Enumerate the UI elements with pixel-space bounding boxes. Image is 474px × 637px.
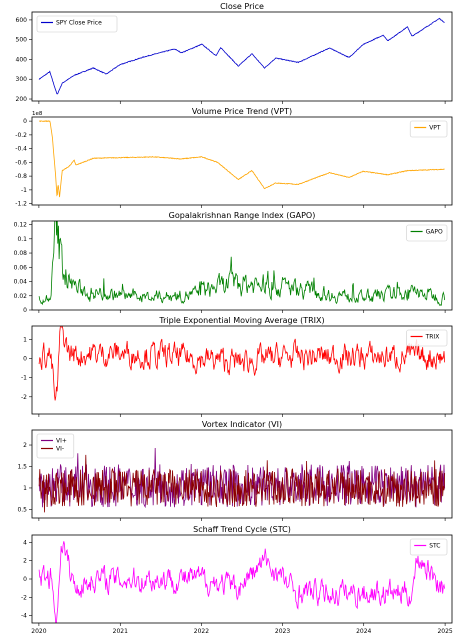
legend: GAPO	[406, 224, 448, 242]
y-tick-label: -1	[21, 375, 27, 382]
legend-label: VPT	[429, 125, 441, 132]
y-tick-label: 500	[16, 37, 28, 44]
y-tick-label: 0	[23, 576, 27, 583]
series-line-vpt	[38, 120, 445, 198]
y-tick-label: 1	[23, 485, 27, 492]
panel-5: Vortex Indicator (VI) 0.5 1 1.5 2 VI+VI-	[17, 420, 453, 521]
legend: VI+VI-	[36, 433, 75, 459]
panel-title: Triple Exponential Moving Average (TRIX)	[158, 316, 324, 325]
panel-6: Schaff Trend Cycle (STC) 4 2 0 -2 -4 2020 2021 2…	[21, 525, 453, 635]
legend-label: TRIX	[425, 334, 440, 341]
series-line-trix	[38, 326, 446, 401]
panel-1: Close Price 200 300 400 500 600 SPY Close Pric…	[16, 2, 453, 104]
panel-title: Schaff Trend Cycle (STC)	[193, 525, 291, 534]
panel-title: Vortex Indicator (VI)	[202, 420, 282, 429]
y-tick-label: 0.5	[17, 506, 27, 513]
legend: SPY Close Price	[36, 15, 118, 33]
y-tick-label: 0	[23, 307, 27, 314]
y-tick-label: 300	[16, 76, 28, 83]
y-tick-label: 0.06	[14, 264, 28, 271]
panel-4: Triple Exponential Moving Average (TRIX)…	[21, 316, 453, 417]
y-tick-label: 0.02	[14, 293, 28, 300]
y-tick-label: 0.04	[14, 279, 28, 286]
series-line-vi-	[38, 448, 446, 509]
axes-frame	[31, 116, 453, 206]
y-tick-label: 200	[16, 96, 28, 103]
legend-label: STC	[429, 543, 440, 550]
y-tick-label: 400	[16, 56, 28, 63]
panel-title: Gopalakrishnan Range Index (GAPO)	[169, 211, 316, 220]
panel-title: Volume Price Trend (VPT)	[192, 107, 292, 116]
y-tick-label: -1	[21, 187, 27, 194]
panel-title: Close Price	[220, 2, 264, 11]
legend-box	[409, 120, 448, 138]
series-line-vi-	[38, 454, 446, 513]
y-tick-label: 1.5	[17, 463, 27, 470]
legend-box	[406, 329, 448, 347]
legend: STC	[409, 538, 448, 556]
x-tick-label: 2020	[31, 628, 46, 635]
x-tick-label: 2025	[437, 628, 452, 635]
panel-2: Volume Price Trend (VPT) 0 -0.2 -0.4 -0.6 -0.…	[15, 107, 453, 208]
legend-label: VI-	[56, 446, 64, 453]
legend-label: SPY Close Price	[56, 20, 102, 27]
axes-frame	[31, 11, 453, 102]
legend-box	[36, 15, 118, 33]
y-tick-label: 2	[23, 558, 27, 565]
y-tick-label: 4	[23, 539, 27, 546]
legend-box	[409, 538, 448, 556]
x-tick-label: 2023	[275, 628, 290, 635]
y-multiplier-label: 1e8	[32, 111, 43, 117]
series-line-stc	[38, 541, 446, 623]
y-tick-label: 1	[23, 336, 27, 343]
panel-3: Gopalakrishnan Range Index (GAPO) 0 0.02 0.…	[14, 211, 453, 314]
y-tick-label: -2	[21, 594, 27, 601]
axes-frame	[31, 220, 453, 311]
legend-label: VI+	[56, 438, 67, 445]
x-tick-label: 2024	[356, 628, 371, 635]
y-tick-label: 0.12	[14, 222, 28, 229]
legend-label: GAPO	[426, 229, 443, 236]
y-tick-label: -1.2	[15, 201, 27, 208]
x-tick-label: 2022	[194, 628, 209, 635]
legend: VPT	[409, 120, 448, 138]
y-tick-label: -0.8	[15, 173, 27, 180]
y-tick-label: -0.4	[15, 146, 27, 153]
y-tick-label: -4	[21, 613, 27, 620]
y-tick-label: -0.6	[15, 159, 27, 166]
y-tick-label: -2	[21, 394, 27, 401]
y-tick-label: 600	[16, 17, 28, 24]
y-tick-label: 2	[23, 442, 27, 449]
y-tick-label: 0.1	[17, 236, 27, 243]
legend-box	[406, 224, 448, 242]
x-tick-label: 2021	[113, 628, 128, 635]
y-tick-label: 0	[23, 118, 27, 125]
axes-frame	[31, 429, 453, 519]
y-tick-label: -0.2	[15, 132, 27, 139]
axes-frame	[31, 325, 453, 415]
y-tick-label: 0.08	[14, 250, 28, 257]
y-tick-label: 0	[23, 356, 27, 363]
legend: TRIX	[406, 329, 448, 347]
series-line-spy-close-price	[38, 17, 445, 95]
axes-frame	[31, 534, 453, 624]
series-line-gapo	[38, 221, 446, 307]
